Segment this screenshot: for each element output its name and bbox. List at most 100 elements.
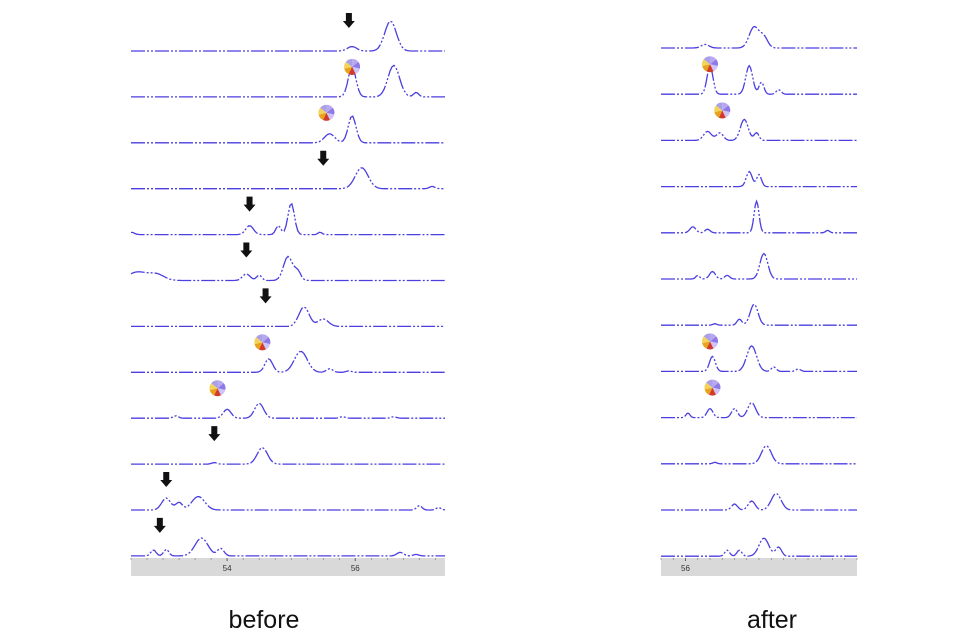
spectrum-trace — [131, 402, 445, 419]
x-axis-strip — [131, 558, 445, 576]
pie-slice — [326, 104, 333, 113]
spectrum-trace — [661, 303, 857, 326]
spectrum-trace — [130, 202, 445, 236]
pie-slice — [710, 56, 717, 65]
x-axis-strip — [661, 558, 857, 576]
caption-after: after — [746, 606, 798, 634]
pie-slice — [716, 102, 723, 111]
arrow-marker — [208, 426, 221, 442]
spectrum-trace — [661, 25, 857, 49]
pie-slice — [326, 112, 335, 121]
pie-slice — [262, 342, 271, 350]
spectrum-trace — [131, 20, 445, 52]
spectrum-trace — [130, 255, 445, 282]
spectrum-trace — [131, 64, 445, 98]
pie-slice — [345, 58, 353, 67]
pie-slice — [318, 112, 327, 121]
spectrum-trace — [661, 345, 857, 373]
pie-slice — [714, 110, 723, 118]
spectrum-trace — [131, 446, 445, 465]
spectrum-trace — [131, 350, 445, 373]
pie-slice — [710, 333, 717, 342]
pie-slice — [712, 382, 721, 390]
pie-marker — [704, 379, 721, 396]
spectrum-trace — [661, 252, 857, 280]
pie-slice — [344, 66, 353, 75]
spectrum-trace — [661, 445, 857, 465]
pie-slice — [211, 380, 218, 389]
pie-slice — [706, 341, 714, 350]
spectrum-trace — [661, 199, 857, 234]
caption-before: before — [228, 606, 300, 634]
spectrum-trace — [661, 170, 857, 188]
pie-slice — [262, 334, 269, 343]
pie-slice — [318, 107, 327, 115]
pie-slice — [714, 105, 723, 113]
spectrum-trace — [661, 118, 857, 142]
pie-slice — [209, 388, 218, 396]
pie-slice — [702, 341, 710, 349]
pie-marker — [714, 102, 731, 119]
pie-slice — [217, 388, 226, 396]
arrow-marker — [240, 242, 253, 258]
spectrum-trace — [131, 495, 446, 511]
pie-slice — [326, 107, 335, 115]
pie-slice — [344, 61, 353, 69]
pie-slice — [352, 58, 359, 67]
pie-slice — [703, 333, 710, 342]
pie-slice — [722, 105, 731, 113]
pie-slice — [217, 383, 226, 390]
spectrum-trace — [661, 64, 857, 95]
pie-slice — [258, 342, 266, 351]
pie-slice — [703, 56, 710, 65]
spectrum-trace — [131, 115, 445, 144]
after-panel: 56 — [660, 25, 858, 576]
pie-slice — [254, 342, 263, 350]
arrow-marker — [160, 472, 173, 487]
pie-slice — [722, 110, 731, 118]
arrow-marker — [342, 13, 355, 28]
pie-slice — [209, 383, 218, 390]
spectrum-trace — [661, 492, 857, 511]
pie-slice — [320, 104, 327, 113]
pie-slice — [712, 387, 721, 395]
pie-slice — [704, 382, 713, 390]
pie-slice — [256, 334, 263, 343]
before-panel: 54 56 — [130, 13, 446, 576]
pie-slice — [710, 336, 718, 344]
pie-marker — [702, 333, 718, 350]
pie-slice — [254, 337, 263, 345]
pie-slice — [702, 336, 710, 344]
pie-marker — [254, 334, 271, 351]
pie-slice — [710, 59, 718, 66]
x-tick-label: 56 — [351, 564, 360, 573]
pie-marker — [209, 380, 226, 397]
pie-slice — [710, 64, 718, 72]
pie-marker — [318, 104, 335, 121]
pie-slice — [702, 64, 710, 72]
pie-slice — [348, 66, 356, 75]
arrow-marker — [259, 288, 272, 304]
pie-slice — [352, 61, 361, 69]
arrow-marker — [243, 196, 256, 212]
pie-slice — [706, 64, 714, 73]
pie-slice — [262, 337, 271, 345]
pie-marker — [344, 58, 361, 75]
pie-slice — [352, 66, 360, 75]
pie-slice — [718, 110, 726, 119]
pie-slice — [710, 341, 718, 349]
arrow-marker — [153, 517, 166, 533]
pie-slice — [214, 388, 221, 397]
pie-slice — [322, 112, 330, 121]
pie-slice — [712, 379, 719, 388]
arrow-marker — [317, 150, 330, 166]
pie-slice — [217, 380, 224, 389]
spectrum-trace — [131, 306, 445, 328]
pie-slice — [706, 379, 713, 388]
x-tick-label: 56 — [681, 564, 690, 573]
spectrum-trace — [131, 537, 445, 557]
pie-slice — [702, 59, 710, 66]
spectrum-trace — [131, 167, 445, 190]
pie-slice — [704, 387, 713, 395]
